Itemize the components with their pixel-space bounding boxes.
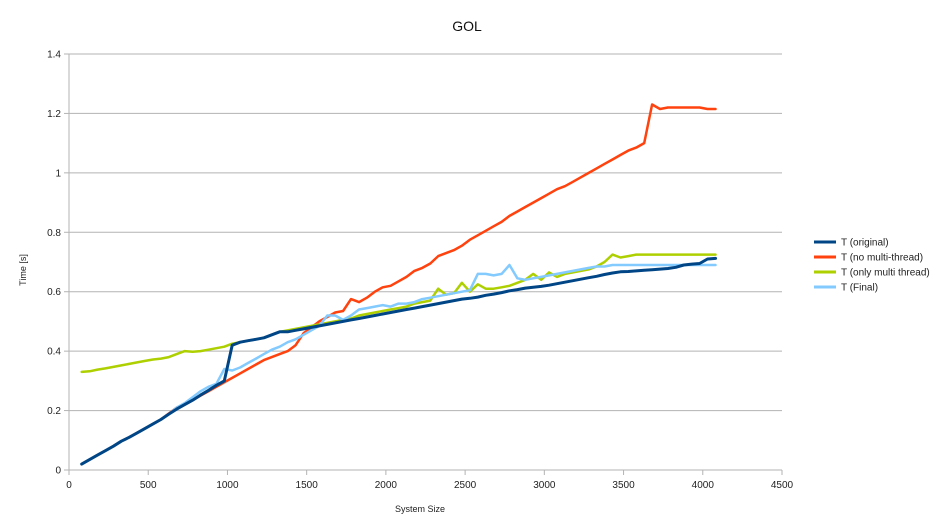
y-tick-labels: 0 0.2 0.4 0.6 0.8 1 1.2 1.4	[47, 50, 61, 477]
legend-label: T (original)	[841, 238, 889, 249]
axes	[64, 53, 783, 475]
x-tick-label: 1000	[216, 480, 239, 491]
legend-label: T (no multi-thread)	[841, 253, 923, 264]
y-tick-label: 0.4	[47, 347, 61, 358]
x-tick-label: 0	[66, 480, 72, 491]
y-tick-label: 1.2	[47, 109, 61, 120]
chart-title: GOL	[452, 18, 482, 34]
legend: T (original) T (no multi-thread) T (only m…	[814, 238, 930, 294]
x-tick-label: 2000	[375, 480, 398, 491]
legend-label: T (only multi thread)	[841, 268, 930, 279]
x-tick-label: 500	[140, 480, 157, 491]
y-tick-label: 0.6	[47, 287, 61, 298]
x-tick-label: 4500	[771, 480, 794, 491]
y-axis-title: Time [s]	[18, 254, 28, 286]
x-tick-label: 2500	[454, 480, 477, 491]
legend-label: T (Final)	[841, 283, 878, 294]
series-line-t-only-multi-thread	[80, 253, 717, 374]
x-tick-label: 3000	[533, 480, 556, 491]
series-lines	[80, 103, 717, 466]
series-line-t-final	[80, 263, 717, 466]
x-tick-labels: 0 500 1000 1500 2000 2500 3000 3500 4000 4500	[66, 480, 793, 491]
x-tick-label: 3500	[612, 480, 635, 491]
series-line-t-original	[80, 256, 717, 466]
x-tick-label: 4000	[692, 480, 715, 491]
y-tick-label: 0.2	[47, 406, 61, 417]
y-tick-label: 1	[55, 168, 61, 179]
x-tick-label: 1500	[296, 480, 319, 491]
y-tick-label: 0	[55, 466, 61, 477]
x-axis-title: System Size	[395, 504, 445, 514]
y-tick-label: 0.8	[47, 228, 61, 239]
y-tick-label: 1.4	[47, 50, 61, 61]
